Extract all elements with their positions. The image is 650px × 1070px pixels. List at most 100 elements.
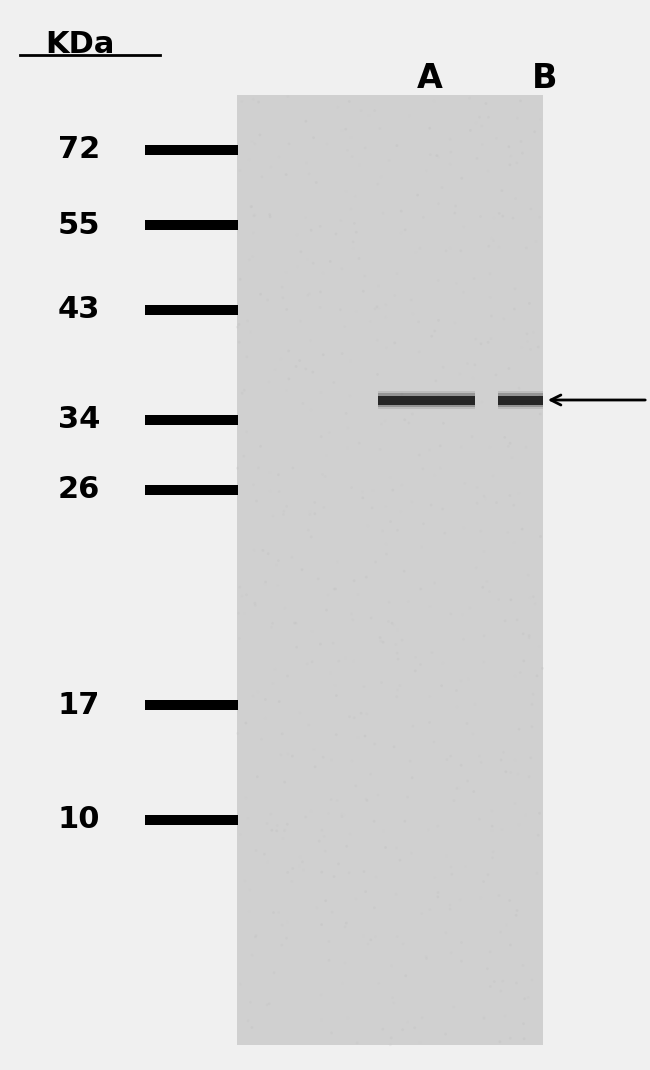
Point: [307, 530, 318, 547]
Point: [250, 595, 260, 612]
Point: [391, 636, 401, 653]
Point: [478, 579, 488, 596]
Point: [369, 735, 380, 752]
Point: [255, 286, 266, 303]
Point: [350, 777, 361, 794]
Point: [244, 151, 254, 168]
Point: [359, 268, 370, 285]
Point: [510, 691, 520, 708]
Point: [445, 748, 456, 765]
Point: [287, 549, 297, 566]
Point: [395, 677, 405, 694]
Point: [397, 1021, 408, 1038]
Point: [445, 606, 456, 623]
Point: [518, 957, 528, 974]
Point: [331, 687, 341, 704]
Point: [495, 923, 506, 941]
Point: [372, 1019, 383, 1036]
Point: [340, 954, 350, 972]
Point: [234, 334, 244, 351]
Point: [389, 287, 400, 304]
Point: [391, 688, 402, 705]
Point: [328, 239, 339, 256]
Point: [507, 449, 517, 467]
Point: [523, 447, 533, 464]
Point: [417, 538, 427, 555]
Point: [524, 768, 534, 785]
Point: [295, 849, 306, 866]
Point: [306, 221, 317, 239]
Point: [392, 265, 402, 282]
Point: [475, 208, 486, 225]
Point: [385, 513, 396, 530]
Point: [335, 301, 346, 318]
Point: [278, 830, 288, 847]
Point: [480, 490, 491, 507]
Point: [370, 553, 381, 570]
Point: [371, 869, 382, 886]
Point: [385, 1036, 396, 1053]
Point: [512, 154, 522, 171]
Point: [328, 635, 339, 652]
Point: [250, 597, 261, 614]
Point: [528, 588, 539, 606]
Point: [235, 579, 245, 596]
Point: [530, 595, 540, 612]
Point: [257, 541, 268, 559]
Point: [337, 975, 348, 992]
Point: [534, 638, 545, 655]
Point: [500, 1007, 510, 1024]
Point: [417, 1009, 427, 1026]
Point: [404, 414, 414, 431]
Point: [358, 489, 368, 506]
Point: [381, 296, 391, 314]
Point: [347, 752, 358, 769]
Point: [395, 503, 406, 520]
Point: [490, 998, 501, 1015]
Point: [433, 388, 443, 406]
Point: [294, 352, 305, 369]
Point: [320, 892, 331, 910]
Point: [245, 323, 255, 340]
Point: [431, 372, 441, 389]
Point: [508, 496, 519, 514]
Point: [451, 682, 462, 699]
Point: [248, 476, 259, 493]
Point: [243, 810, 254, 827]
Point: [510, 795, 520, 812]
Point: [277, 725, 287, 743]
Point: [495, 1034, 505, 1051]
Point: [331, 226, 341, 243]
Point: [472, 150, 482, 167]
Point: [456, 672, 466, 689]
Point: [360, 139, 370, 156]
Point: [415, 1034, 425, 1051]
Point: [482, 572, 492, 590]
Point: [504, 138, 514, 155]
Point: [398, 280, 408, 297]
Point: [317, 465, 328, 483]
Text: 17: 17: [58, 690, 100, 719]
Point: [434, 311, 444, 328]
Point: [448, 998, 459, 1015]
Point: [261, 574, 271, 591]
Point: [298, 861, 309, 878]
Point: [396, 476, 407, 493]
Point: [233, 724, 243, 742]
Point: [375, 629, 385, 646]
Point: [437, 501, 448, 518]
Point: [400, 221, 410, 239]
Point: [485, 439, 495, 456]
Point: [248, 688, 258, 705]
Point: [408, 305, 418, 322]
Point: [266, 158, 276, 175]
Point: [538, 660, 548, 677]
Point: [406, 844, 417, 861]
Point: [248, 248, 258, 265]
Point: [467, 428, 477, 445]
Point: [283, 88, 293, 105]
Point: [521, 807, 531, 824]
Point: [353, 729, 363, 746]
Point: [256, 731, 266, 748]
Point: [278, 289, 288, 306]
